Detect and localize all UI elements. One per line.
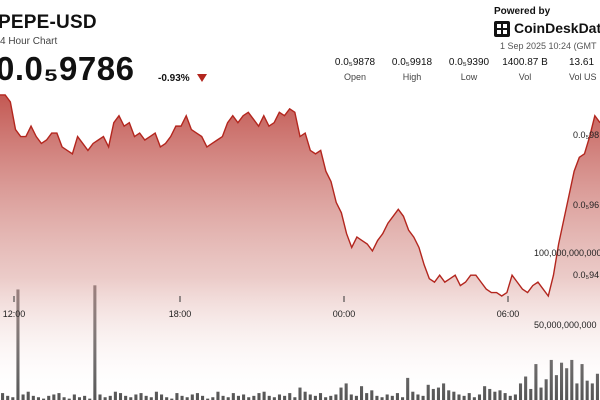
x-tick-label: 18:00 [169, 309, 192, 319]
y-tick-label-volume: 50,000,000,000 [534, 320, 597, 330]
y-axis-ticks: 0.0₅98 0.0₅96 0.0₅94 100,000,000,000 50,000,… [534, 130, 600, 330]
stat-vol-value: 1400.87 B [502, 57, 548, 68]
x-tick-label: 12:00 [3, 309, 26, 319]
stat-low: 0.0₅9390 Low [440, 57, 498, 82]
brand-name: CoinDeskData [514, 20, 600, 36]
y-tick-label-price: 0.0₅94 [573, 270, 599, 280]
page-title: PEPE-USD [0, 12, 97, 33]
price-change: -0.93% [158, 73, 190, 84]
timestamp: 1 Sep 2025 10:24 (GMT [500, 41, 597, 51]
stat-vol-usd-label: Vol US [569, 72, 597, 82]
stat-vol: 1400.87 B Vol [496, 57, 554, 82]
stat-high-label: High [402, 72, 422, 82]
coindesk-logo-icon [494, 21, 510, 37]
y-tick-label-volume: 100,000,000,000 [534, 248, 600, 258]
stats-row: 0.0₅9878 Open 0.0₅9918 High 0.0₅9390 Low… [0, 57, 600, 87]
price-area [0, 94, 600, 400]
x-tick-label: 06:00 [497, 309, 520, 319]
stat-low-label: Low [460, 72, 478, 82]
powered-by-label: Powered by [494, 6, 551, 17]
current-price: 0.0₅9786 [0, 50, 135, 87]
stat-open-value: 0.0₅9878 [334, 57, 376, 68]
stat-open: 0.0₅9878 Open [326, 57, 384, 82]
y-tick-label-price: 0.0₅98 [573, 130, 599, 140]
stat-vol-label: Vol [518, 72, 532, 82]
stat-vol-usd-value: 13.61 [569, 57, 595, 68]
stat-high-value: 0.0₅9918 [391, 57, 433, 68]
stat-low-value: 0.0₅9390 [448, 57, 490, 68]
price-line [0, 94, 600, 298]
chart-subtitle: 4 Hour Chart [0, 36, 58, 47]
y-tick-label-price: 0.0₅96 [573, 200, 599, 210]
down-arrow-icon [197, 74, 207, 82]
stat-open-label: Open [343, 72, 367, 82]
stat-vol-usd: 13.61 Vol US [552, 57, 600, 82]
x-axis-ticks: 12:00 18:00 00:00 06:00 [3, 296, 520, 319]
x-tick-label: 00:00 [333, 309, 356, 319]
stat-high: 0.0₅9918 High [383, 57, 441, 82]
